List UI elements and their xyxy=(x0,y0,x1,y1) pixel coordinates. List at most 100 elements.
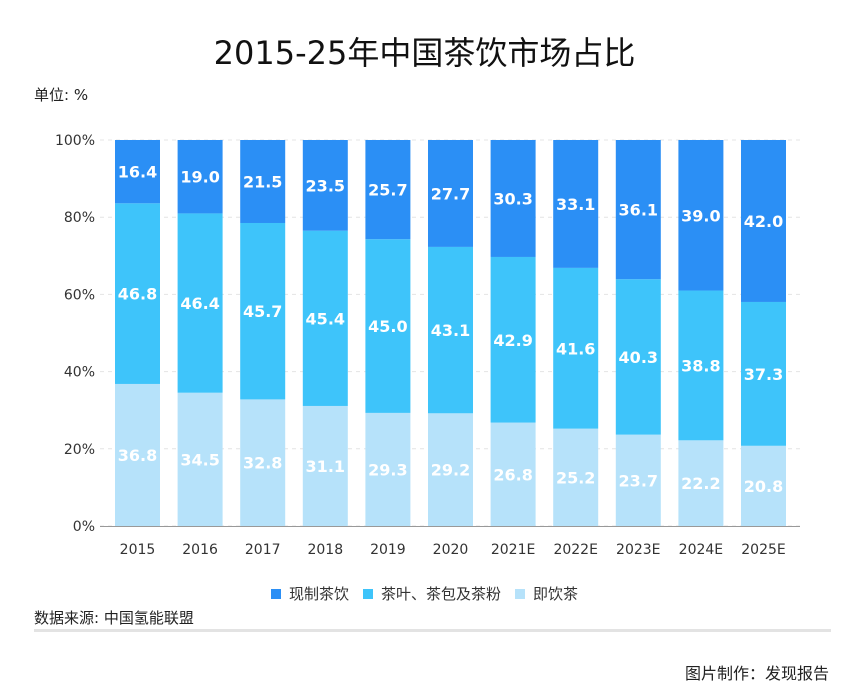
data-label: 36.8 xyxy=(118,446,157,465)
legend-swatch xyxy=(270,588,281,599)
bar-segment xyxy=(490,422,536,526)
chart-plot: 0% 20% 40% 60% 80% 100% 36.8 46.8 16.4 2015 34.5 46… xyxy=(55,133,800,558)
x-tick-label: 2025E xyxy=(741,542,785,558)
bar-segment xyxy=(490,256,536,423)
bar-segment xyxy=(678,440,724,526)
data-label: 20.8 xyxy=(744,477,783,496)
data-label: 46.8 xyxy=(118,285,157,304)
data-label: 45.4 xyxy=(306,309,345,328)
data-label: 36.1 xyxy=(619,201,658,220)
bar-segment xyxy=(115,140,160,204)
bar-segment xyxy=(553,267,599,429)
legend-label: 即饮茶 xyxy=(533,585,579,603)
bar-segment xyxy=(741,301,786,446)
data-label: 25.2 xyxy=(556,468,595,487)
divider xyxy=(34,629,831,632)
legend-item: 茶叶、茶包及茶粉 xyxy=(362,583,501,604)
legend-item: 现制茶饮 xyxy=(270,583,349,604)
data-label: 40.3 xyxy=(619,348,658,367)
data-label: 42.0 xyxy=(744,212,783,231)
data-label: 34.5 xyxy=(180,450,219,469)
legend-label: 现制茶饮 xyxy=(288,585,349,603)
bar-segment xyxy=(302,405,348,526)
y-tick-label: 40% xyxy=(64,365,95,381)
x-tick-label: 2019 xyxy=(370,542,406,558)
data-label: 31.1 xyxy=(306,457,345,476)
bar-segment xyxy=(302,140,348,231)
bar-segment xyxy=(678,140,724,291)
y-tick-label: 0% xyxy=(73,519,95,535)
bar-segment xyxy=(678,290,724,441)
x-tick-label: 2016 xyxy=(182,542,218,558)
x-tick-label: 2024E xyxy=(679,542,723,558)
bar-segment xyxy=(615,140,661,280)
bar-segment xyxy=(490,140,536,257)
y-tick-label: 100% xyxy=(55,133,95,149)
data-label: 45.7 xyxy=(243,302,282,321)
bar-segment xyxy=(741,140,786,302)
bar-segment xyxy=(365,140,411,240)
bar-segment xyxy=(177,213,223,393)
x-tick-label: 2018 xyxy=(307,542,343,558)
x-tick-label: 2015 xyxy=(120,542,156,558)
data-label: 39.0 xyxy=(681,206,720,225)
data-label: 29.3 xyxy=(368,460,407,479)
bar-segment xyxy=(240,399,286,526)
legend: 现制茶饮 茶叶、茶包及茶粉 即饮茶 xyxy=(0,583,849,604)
data-label: 30.3 xyxy=(493,189,532,208)
data-label: 22.2 xyxy=(681,474,720,493)
bar-segment xyxy=(428,140,473,247)
y-tick-label: 60% xyxy=(64,287,95,303)
chart-title: 2015-25年中国茶饮市场占比 xyxy=(213,34,636,72)
data-label: 41.6 xyxy=(556,339,595,358)
bar-segment xyxy=(115,203,160,384)
y-tick-label: 20% xyxy=(64,442,95,458)
data-label: 37.3 xyxy=(744,365,783,384)
data-label: 16.4 xyxy=(118,163,157,182)
x-tick-label: 2022E xyxy=(553,542,597,558)
bar-segment xyxy=(428,413,473,526)
legend-swatch xyxy=(515,588,525,599)
x-tick-label: 2017 xyxy=(245,542,281,558)
data-label: 21.5 xyxy=(243,172,282,191)
data-label: 38.8 xyxy=(681,356,720,375)
x-tick-label: 2020 xyxy=(433,542,469,558)
data-label: 25.7 xyxy=(368,181,407,200)
data-label: 19.0 xyxy=(180,168,219,187)
bar-segment xyxy=(115,383,160,526)
data-label: 43.1 xyxy=(431,321,470,340)
bar-segment xyxy=(741,445,786,526)
bar-segment xyxy=(615,434,661,526)
x-tick-label: 2021E xyxy=(491,542,535,558)
bar-segment xyxy=(428,246,473,414)
data-label: 23.7 xyxy=(619,471,658,490)
data-label: 27.7 xyxy=(431,184,470,203)
legend-label: 茶叶、茶包及茶粉 xyxy=(380,585,501,603)
bar-segment xyxy=(553,140,599,268)
bar-segment xyxy=(240,140,286,223)
bar-segment xyxy=(177,392,223,526)
legend-swatch xyxy=(362,588,373,599)
bar-segment xyxy=(365,412,411,526)
y-tick-label: 80% xyxy=(64,210,95,226)
bar-segment xyxy=(615,279,661,435)
unit-label: 单位: % xyxy=(34,86,89,104)
credit-note: 图片制作：发现报告 xyxy=(684,664,829,683)
bar-segment xyxy=(240,222,286,400)
bar-segment xyxy=(553,428,599,526)
data-label: 46.4 xyxy=(180,294,219,313)
data-label: 29.2 xyxy=(431,461,470,480)
bar-segment xyxy=(177,140,223,214)
data-label: 32.8 xyxy=(243,454,282,473)
bar-segment xyxy=(302,230,348,406)
data-label: 33.1 xyxy=(556,195,595,214)
data-label: 42.9 xyxy=(493,331,532,350)
legend-item: 即饮茶 xyxy=(515,583,578,604)
x-tick-label: 2023E xyxy=(616,542,660,558)
data-label: 23.5 xyxy=(306,176,345,195)
data-label: 45.0 xyxy=(368,317,407,336)
source-note: 数据来源: 中国氢能联盟 xyxy=(34,609,194,627)
data-label: 26.8 xyxy=(493,465,532,484)
bar-segment xyxy=(365,239,411,413)
